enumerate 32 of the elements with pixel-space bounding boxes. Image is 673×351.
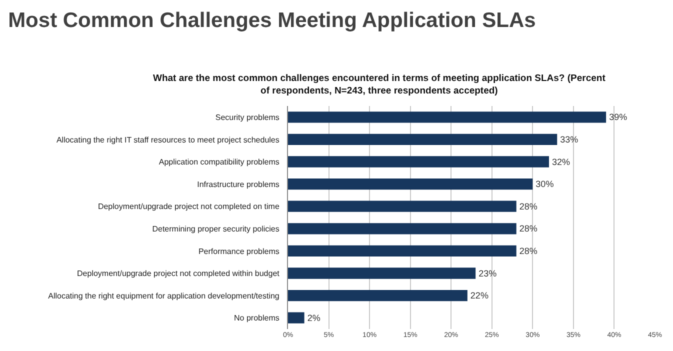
bar (288, 112, 606, 123)
y-tick-label: Allocating the right IT staff resources to meet project schedules (56, 135, 280, 144)
y-tick-label: Deployment/upgrade project not completed on time (98, 202, 280, 212)
bar (288, 134, 558, 146)
data-label: 33% (560, 134, 578, 144)
bar (288, 200, 516, 212)
bar (288, 223, 516, 234)
bar (288, 178, 533, 190)
data-label: 23% (478, 268, 497, 278)
y-tick-label: Application compatibility problems (158, 158, 280, 167)
bar (288, 268, 476, 279)
bar (288, 312, 304, 324)
data-label: 28% (519, 201, 538, 212)
y-tick-label: Allocating the right equipment for application development/testing (48, 291, 280, 300)
chart-title: Most Common Challenges Meeting Application SLAs (8, 8, 536, 32)
y-tick-label: Determining proper security policies (152, 224, 280, 234)
chart-subtitle: What are the most common challenges encountered in terms of meeting application SLAs? (Percent of respondents, N=243, three respondents accepted) (153, 73, 606, 96)
data-label: 28% (519, 246, 538, 256)
y-tick-label: Security problems (215, 112, 280, 122)
y-tick-label: Infrastructure problems (197, 180, 280, 189)
bar (288, 245, 516, 257)
data-label: 28% (519, 224, 538, 234)
bar (288, 156, 549, 168)
y-tick-label: Deployment/upgrade project not completed within budget (77, 269, 280, 278)
y-tick-label: No problems (234, 314, 280, 323)
data-label: 39% (609, 112, 628, 122)
data-label: 32% (552, 156, 570, 167)
data-label: 2% (307, 312, 320, 323)
bar (288, 290, 468, 302)
y-tick-label: Performance problems (198, 246, 280, 256)
data-label: 30% (536, 179, 554, 190)
data-label: 22% (470, 290, 488, 301)
